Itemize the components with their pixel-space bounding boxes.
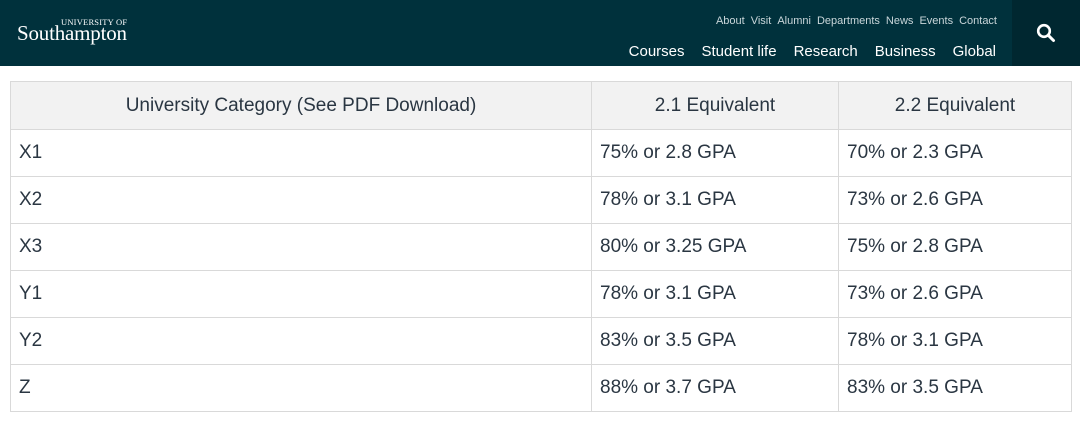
table-row: Y2 83% or 3.5 GPA 78% or 3.1 GPA — [10, 317, 1072, 365]
equivalent-2-2-cell: 75% or 2.8 GPA — [838, 223, 1072, 271]
equivalent-2-1-cell: 78% or 3.1 GPA — [591, 270, 839, 318]
utility-link-visit[interactable]: Visit — [750, 15, 772, 27]
utility-link-contact[interactable]: Contact — [959, 15, 997, 27]
main-nav: Courses Student life Research Business G… — [629, 43, 996, 61]
logo-small-text: UNIVERSITY OF — [61, 17, 128, 27]
table-row: Y1 78% or 3.1 GPA 73% or 2.6 GPA — [10, 270, 1072, 318]
site-header: UNIVERSITY OF Southampton About Visit Al… — [0, 0, 1080, 66]
equivalent-2-1-cell: 88% or 3.7 GPA — [591, 364, 839, 412]
table-row: X3 80% or 3.25 GPA 75% or 2.8 GPA — [10, 223, 1072, 271]
equivalent-2-2-cell: 83% or 3.5 GPA — [838, 364, 1072, 412]
equivalent-2-2-cell: 78% or 3.1 GPA — [838, 317, 1072, 365]
utility-nav: About Visit Alumni Departments News Even… — [716, 14, 997, 28]
category-cell: X1 — [10, 129, 592, 177]
equivalent-2-2-cell: 73% or 2.6 GPA — [838, 270, 1072, 318]
nav-link-research[interactable]: Research — [793, 43, 858, 60]
header-2-2-equivalent: 2.2 Equivalent — [838, 81, 1072, 130]
category-cell: X3 — [10, 223, 592, 271]
university-logo[interactable]: UNIVERSITY OF Southampton — [17, 17, 128, 45]
header-university-category: University Category (See PDF Download) — [10, 81, 592, 130]
equivalent-2-2-cell: 70% or 2.3 GPA — [838, 129, 1072, 177]
equivalent-2-1-cell: 80% or 3.25 GPA — [591, 223, 839, 271]
table-row: Z 88% or 3.7 GPA 83% or 3.5 GPA — [10, 364, 1072, 412]
equivalent-2-1-cell: 83% or 3.5 GPA — [591, 317, 839, 365]
logo-main-text: Southampton — [17, 21, 127, 45]
search-icon — [1036, 23, 1055, 42]
header-2-1-equivalent: 2.1 Equivalent — [591, 81, 839, 130]
category-cell: Z — [10, 364, 592, 412]
table-row: X2 78% or 3.1 GPA 73% or 2.6 GPA — [10, 176, 1072, 224]
utility-link-about[interactable]: About — [715, 15, 745, 27]
category-cell: X2 — [10, 176, 592, 224]
equivalent-2-2-cell: 73% or 2.6 GPA — [838, 176, 1072, 224]
nav-link-courses[interactable]: Courses — [628, 43, 685, 60]
nav-link-global[interactable]: Global — [952, 43, 996, 60]
utility-link-alumni[interactable]: Alumni — [777, 15, 811, 27]
equivalent-2-1-cell: 75% or 2.8 GPA — [591, 129, 839, 177]
nav-link-business[interactable]: Business — [874, 43, 936, 60]
utility-link-departments[interactable]: Departments — [816, 15, 880, 27]
table-row: X1 75% or 2.8 GPA 70% or 2.3 GPA — [10, 129, 1072, 177]
table-header-row: University Category (See PDF Download) 2… — [10, 81, 1072, 130]
equivalence-table-container: University Category (See PDF Download) 2… — [10, 81, 1072, 412]
nav-link-student-life[interactable]: Student life — [701, 43, 777, 60]
equivalence-table: University Category (See PDF Download) 2… — [10, 81, 1072, 412]
category-cell: Y2 — [10, 317, 592, 365]
search-button[interactable] — [1012, 0, 1080, 66]
equivalent-2-1-cell: 78% or 3.1 GPA — [591, 176, 839, 224]
utility-link-events[interactable]: Events — [919, 15, 954, 27]
utility-link-news[interactable]: News — [885, 15, 914, 27]
category-cell: Y1 — [10, 270, 592, 318]
